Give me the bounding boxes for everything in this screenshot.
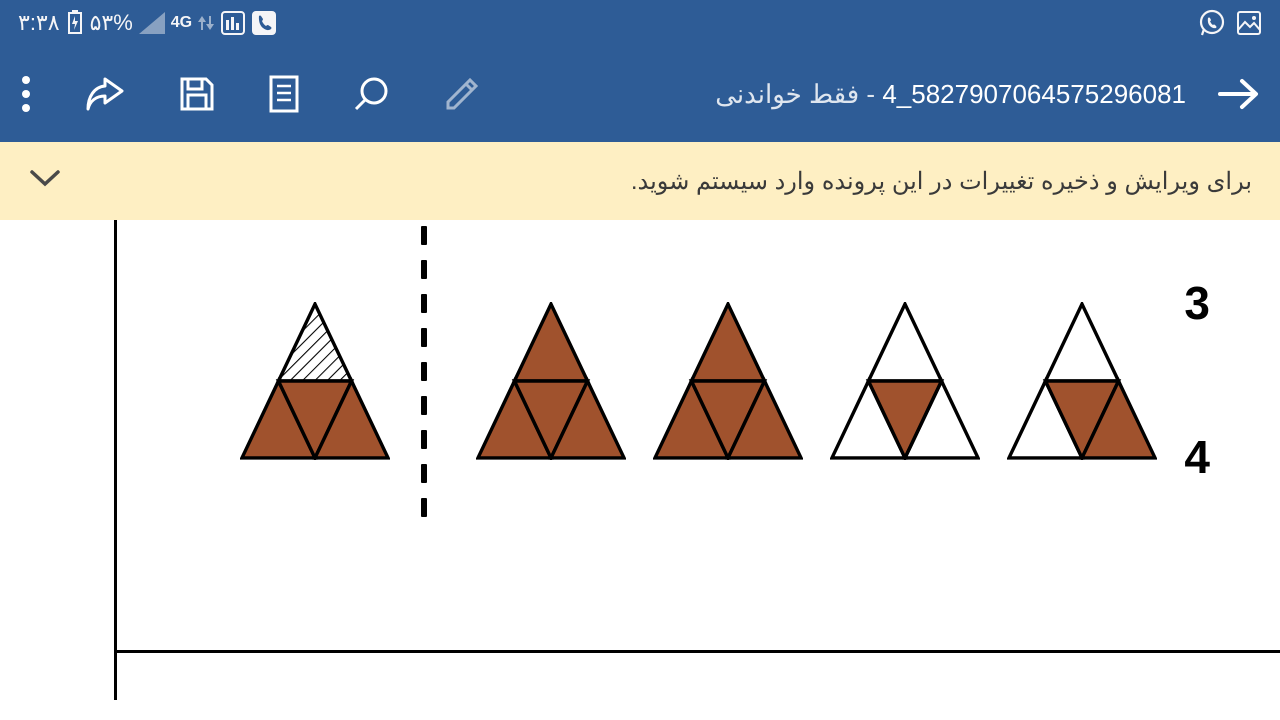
updown-icon (198, 12, 214, 34)
search-icon[interactable] (352, 75, 390, 113)
battery-icon (66, 10, 84, 36)
save-icon[interactable] (178, 75, 216, 113)
chevron-down-icon[interactable] (28, 167, 62, 196)
document-title: 5827907064575296081_4 - فقط خواندنی (715, 79, 1186, 110)
phone-icon (252, 11, 276, 35)
edit-pencil-icon[interactable] (442, 74, 482, 114)
app-toolbar: 5827907064575296081_4 - فقط خواندنی (0, 46, 1280, 142)
page-margin-left (114, 220, 117, 700)
triangle-figure (830, 302, 980, 460)
doc-name-text: 5827907064575296081_4 (882, 79, 1186, 109)
readonly-suffix: - فقط خواندنی (715, 79, 882, 109)
whatsapp-icon (1198, 9, 1226, 37)
signal-icon (139, 12, 165, 34)
document-page: 3 4 (0, 220, 1280, 720)
triangle-row (240, 302, 1157, 460)
battery-pct: ۵۳% (90, 10, 133, 36)
row-label-top: 3 (1184, 276, 1210, 330)
row-label-bottom: 4 (1184, 430, 1210, 484)
toolbar-left (20, 74, 482, 114)
forward-arrow-icon[interactable] (1216, 76, 1260, 112)
status-left: ۳:۳۸ ۵۳% 4G (18, 10, 276, 36)
overflow-menu-icon[interactable] (20, 74, 32, 114)
signin-notice: برای ویرایش و ذخیره تغییرات در این پروند… (0, 142, 1280, 220)
picture-icon (1236, 10, 1262, 36)
page-margin-bottom (114, 650, 1280, 653)
document-icon[interactable] (268, 74, 300, 114)
toolbar-right: 5827907064575296081_4 - فقط خواندنی (715, 76, 1260, 112)
triangle-figure (653, 302, 803, 460)
triangle-figure (240, 302, 390, 460)
triangle-figure (1007, 302, 1157, 460)
triangle-figure (476, 302, 626, 460)
sim-icon (220, 10, 246, 36)
status-bar: ۳:۳۸ ۵۳% 4G (0, 0, 1280, 46)
share-icon[interactable] (84, 75, 126, 113)
status-right (1198, 9, 1262, 37)
notice-text: برای ویرایش و ذخیره تغییرات در این پروند… (631, 167, 1252, 196)
network-label: 4G (171, 14, 192, 32)
clock-text: ۳:۳۸ (18, 10, 60, 36)
